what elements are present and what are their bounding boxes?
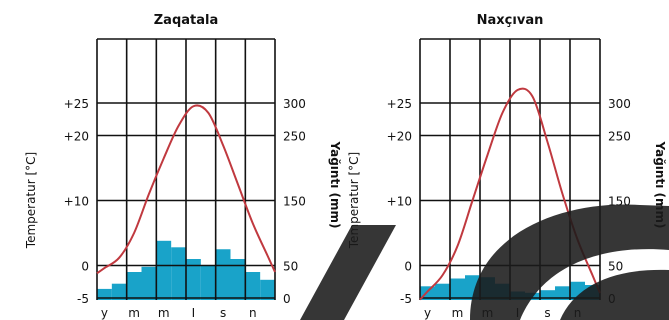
month-label: m	[158, 306, 170, 320]
precipitation-bar	[156, 240, 172, 300]
watermark-logo	[300, 204, 669, 320]
watermark-arc-inner	[560, 269, 669, 320]
precipitation-tick-label: 250	[608, 130, 631, 144]
watermark-stroke	[300, 225, 396, 320]
precipitation-tick-label: 0	[283, 292, 291, 306]
precipitation-bar	[126, 272, 142, 300]
precipitation-tick-label: 300	[283, 97, 306, 111]
temperature-tick-label: +10	[64, 195, 89, 209]
precipitation-tick-label: 250	[283, 130, 306, 144]
temperature-tick-label: +20	[64, 130, 89, 144]
month-label: n	[249, 306, 257, 320]
temperature-axis-title: Temperatur [°C]	[24, 152, 38, 249]
temperature-tick-label: -5	[77, 292, 89, 306]
precipitation-bar	[435, 283, 450, 300]
precipitation-bar	[141, 266, 157, 300]
precipitation-tick-label: 50	[608, 260, 623, 274]
month-label: m	[452, 306, 464, 320]
precipitation-bar	[540, 290, 555, 300]
precipitation-bar	[186, 259, 201, 300]
month-label: y	[424, 306, 431, 320]
temperature-axis-title: Temperatur [°C]	[347, 152, 361, 249]
precipitation-tick-label: 300	[608, 97, 631, 111]
precipitation-axis-title: Yağıntı (mm)	[328, 141, 342, 229]
temperature-tick-label: 0	[404, 260, 412, 274]
chart-title: Zaqatala	[154, 13, 219, 28]
precipitation-bar	[450, 278, 465, 300]
month-label: s	[544, 306, 550, 320]
temperature-line	[96, 104, 276, 275]
watermark-arc	[470, 204, 669, 320]
month-label: y	[101, 306, 108, 320]
temperature-tick-label: -5	[400, 292, 412, 306]
temperature-tick-label: +25	[387, 97, 412, 111]
month-label: m	[128, 306, 140, 320]
precipitation-bar	[260, 279, 275, 300]
precipitation-bar	[200, 265, 216, 300]
precipitation-bar	[230, 259, 246, 300]
precipitation-tick-label: 150	[283, 195, 306, 209]
precipitation-bar	[97, 288, 112, 300]
chart-title: Naxçıvan	[477, 13, 544, 28]
temperature-tick-label: +20	[387, 130, 412, 144]
month-label: s	[220, 306, 226, 320]
temperature-tick-label: 0	[81, 260, 89, 274]
temperature-tick-label: +25	[64, 97, 89, 111]
precipitation-bar	[111, 283, 127, 300]
precipitation-tick-label: 50	[283, 260, 298, 274]
precipitation-bar	[215, 249, 231, 300]
precipitation-bar	[555, 286, 570, 300]
precipitation-bar	[171, 247, 186, 300]
precipitation-bar	[245, 272, 261, 300]
month-label: I	[192, 306, 196, 320]
temperature-tick-label: +10	[387, 195, 412, 209]
